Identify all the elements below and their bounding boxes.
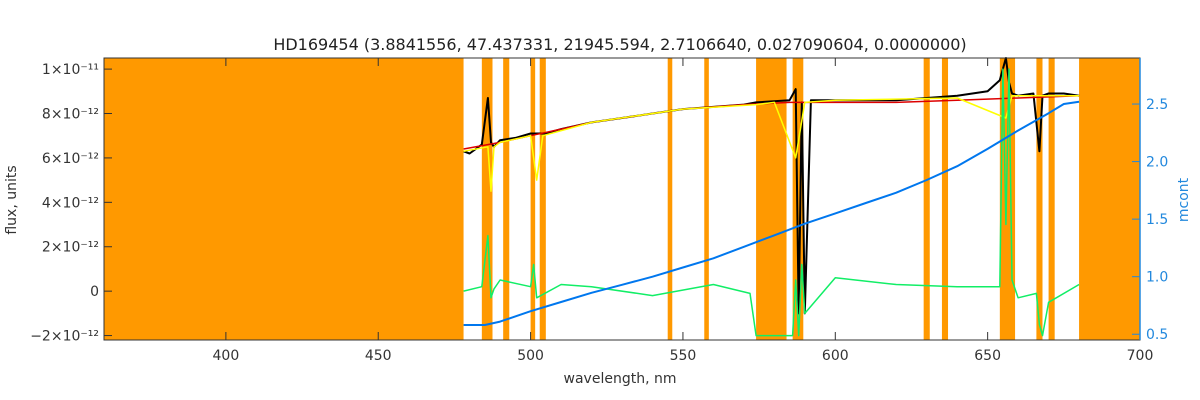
x-tick-label: 500 <box>517 348 544 364</box>
chart-title: HD169454 (3.8841556, 47.437331, 21945.59… <box>273 35 966 54</box>
x-tick-label: 550 <box>670 348 697 364</box>
y-tick-label: 2×10⁻¹² <box>42 240 99 256</box>
masked-region-10 <box>941 58 949 340</box>
y-tick-label: 0 <box>90 284 99 300</box>
masked-region-3 <box>530 58 536 340</box>
y2-tick-label: 2.0 <box>1146 155 1168 171</box>
series-line-2 <box>463 94 1080 192</box>
y-axis-title: flux, units <box>4 165 20 234</box>
masked-region-6 <box>704 58 709 340</box>
masked-region-2 <box>503 58 510 340</box>
masked-region-14 <box>1079 58 1140 340</box>
y2-tick-label: 1.0 <box>1146 270 1168 286</box>
x-axis-title: wavelength, nm <box>564 371 677 387</box>
masked-region-1 <box>481 58 493 340</box>
masked-region-4 <box>539 58 546 340</box>
x-tick-label: 450 <box>365 348 392 364</box>
masked-region-12 <box>1036 58 1043 340</box>
x-tick-label: 400 <box>213 348 240 364</box>
y2-tick-label: 1.5 <box>1146 212 1168 228</box>
x-tick-label: 700 <box>1127 348 1154 364</box>
y-tick-label: −2×10⁻¹² <box>30 329 99 345</box>
masked-regions <box>104 58 1140 340</box>
series-line-0 <box>463 57 1080 315</box>
y-tick-label: 8×10⁻¹² <box>42 107 99 123</box>
masked-region-7 <box>756 58 787 340</box>
masked-region-9 <box>923 58 930 340</box>
x-tick-label: 650 <box>974 348 1001 364</box>
y2-axis-title: mcont <box>1176 177 1192 222</box>
y-tick-label: 1×10⁻¹¹ <box>42 62 99 78</box>
axis-ticks: 400 450 500 550 600 650 700 −2×10⁻¹² 0 2×10⁻¹² 4×1… <box>30 58 1168 364</box>
masked-region-0 <box>104 58 464 340</box>
masked-region-13 <box>1048 58 1055 340</box>
series-lines <box>463 57 1080 337</box>
series-line-3 <box>463 68 1080 337</box>
y-tick-label: 6×10⁻¹² <box>42 151 99 167</box>
masked-region-5 <box>667 58 673 340</box>
y2-tick-label: 2.5 <box>1146 97 1168 113</box>
y2-tick-label: 0.5 <box>1146 327 1168 343</box>
series-line-4 <box>463 100 1080 326</box>
x-tick-label: 600 <box>822 348 849 364</box>
y-tick-label: 4×10⁻¹² <box>42 195 99 211</box>
